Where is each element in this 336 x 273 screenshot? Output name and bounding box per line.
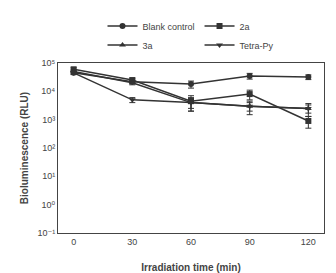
svg-text:10⁰: 10⁰ [42,200,56,210]
svg-text:Irradiation time (min): Irradiation time (min) [141,262,240,273]
svg-text:60: 60 [186,237,196,247]
svg-text:10²: 10² [42,143,55,153]
svg-text:Blank control: Blank control [143,22,195,32]
svg-text:90: 90 [245,237,255,247]
svg-text:10⁴: 10⁴ [41,86,55,96]
svg-text:10⁻¹: 10⁻¹ [37,228,55,238]
svg-text:120: 120 [301,237,316,247]
svg-text:0: 0 [71,237,76,247]
svg-text:Bioluminescence (RLU): Bioluminescence (RLU) [19,92,30,204]
svg-text:30: 30 [127,237,137,247]
svg-text:10⁵: 10⁵ [41,58,55,68]
svg-text:3a: 3a [143,41,153,51]
svg-text:2a: 2a [240,22,250,32]
svg-text:10³: 10³ [42,115,55,125]
svg-text:Tetra-Py: Tetra-Py [240,41,274,51]
svg-text:10¹: 10¹ [42,171,55,181]
